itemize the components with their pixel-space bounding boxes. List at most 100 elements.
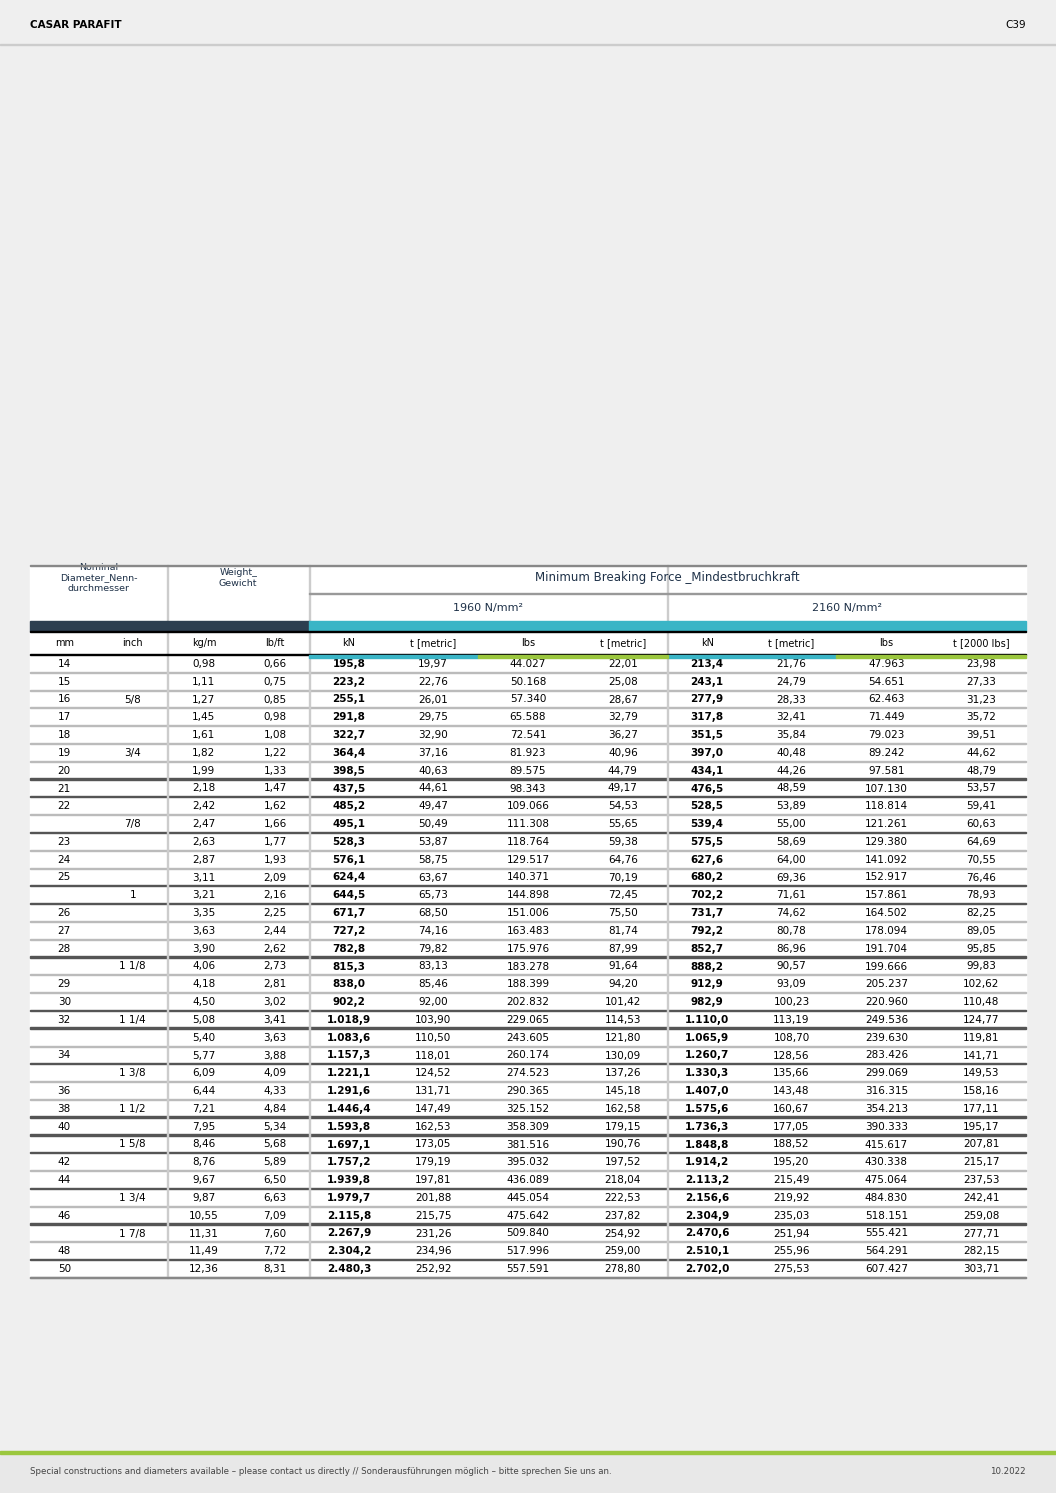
Text: 2,81: 2,81 [263,979,286,990]
Text: 8,31: 8,31 [263,1265,286,1274]
Text: 55,65: 55,65 [608,820,638,829]
Text: 28,67: 28,67 [608,694,638,705]
Bar [30,630,1026,632]
Text: 1.446,4: 1.446,4 [326,1103,371,1114]
Text: 539,4: 539,4 [691,820,723,829]
Text: 215,75: 215,75 [415,1211,451,1221]
Text: 249.536: 249.536 [865,1015,908,1024]
Text: inch: inch [122,638,143,648]
Text: 627,6: 627,6 [691,854,723,864]
Text: 354.213: 354.213 [865,1103,908,1114]
Text: 89,05: 89,05 [966,926,996,936]
Text: 0,98: 0,98 [264,712,286,723]
Text: mm: mm [55,638,74,648]
Text: 147,49: 147,49 [415,1103,451,1114]
Text: 70,19: 70,19 [608,872,638,882]
Text: 87,99: 87,99 [608,944,638,954]
Text: 5,77: 5,77 [192,1051,215,1060]
Text: 278,80: 278,80 [605,1265,641,1274]
Text: 35,84: 35,84 [776,730,807,741]
Text: CASAR PARAFIT: CASAR PARAFIT [30,19,121,30]
Text: 23: 23 [58,838,71,847]
Text: 44,26: 44,26 [776,766,807,776]
Text: 124,52: 124,52 [415,1069,451,1078]
Text: 517.996: 517.996 [507,1247,549,1256]
Text: 4,84: 4,84 [263,1103,286,1114]
Text: 141,71: 141,71 [963,1051,999,1060]
Bar [30,885,1026,887]
Bar [309,621,667,632]
Text: 7,09: 7,09 [264,1211,286,1221]
Bar [836,655,1026,657]
Text: 234,96: 234,96 [415,1247,451,1256]
Text: 1,11: 1,11 [192,676,215,687]
Text: 34: 34 [58,1051,71,1060]
Bar [309,593,1026,594]
Text: 93,09: 93,09 [776,979,807,990]
Text: 36,27: 36,27 [608,730,638,741]
Text: 58,69: 58,69 [776,838,807,847]
Bar [30,1009,1026,1011]
Text: Minimum Breaking Force _Mindestbruchkraft: Minimum Breaking Force _Mindestbruchkraf… [535,570,800,584]
Text: 1,61: 1,61 [192,730,215,741]
Text: 1.979,7: 1.979,7 [326,1193,371,1203]
Text: 5,08: 5,08 [192,1015,215,1024]
Text: 89.575: 89.575 [510,766,546,776]
Text: 255,96: 255,96 [773,1247,810,1256]
Text: t [metric]: t [metric] [410,638,456,648]
Text: 197,81: 197,81 [415,1175,451,1185]
Text: 351,5: 351,5 [691,730,723,741]
Text: 6,63: 6,63 [263,1193,286,1203]
Text: 50,49: 50,49 [418,820,448,829]
Text: 149,53: 149,53 [963,1069,999,1078]
Text: 2,42: 2,42 [192,802,215,811]
Text: 92,00: 92,00 [418,997,448,1008]
Text: 53,87: 53,87 [418,838,448,847]
Text: 44,62: 44,62 [966,748,996,758]
Text: 183.278: 183.278 [507,961,549,972]
Bar [30,1187,1026,1188]
Text: 564.291: 564.291 [865,1247,908,1256]
Text: 1.291,6: 1.291,6 [326,1085,371,1096]
Text: 23,98: 23,98 [966,658,996,669]
Text: 89.242: 89.242 [868,748,905,758]
Text: 103,90: 103,90 [415,1015,451,1024]
Text: 317,8: 317,8 [691,712,723,723]
Text: 260.174: 260.174 [507,1051,549,1060]
Text: 26,01: 26,01 [418,694,448,705]
Text: 163.483: 163.483 [507,926,549,936]
Text: 838,0: 838,0 [333,979,365,990]
Text: 46: 46 [58,1211,71,1221]
Bar [309,655,478,657]
Text: 10,55: 10,55 [189,1211,219,1221]
Bar [30,832,1026,833]
Text: 390.333: 390.333 [865,1121,908,1132]
Text: 252,92: 252,92 [415,1265,451,1274]
Text: 1.593,8: 1.593,8 [326,1121,371,1132]
Text: 143,48: 143,48 [773,1085,810,1096]
Text: 576,1: 576,1 [333,854,365,864]
Text: 39,51: 39,51 [966,730,996,741]
Text: 72,45: 72,45 [608,890,638,900]
Text: 64,00: 64,00 [776,854,807,864]
Text: 2.480,3: 2.480,3 [326,1265,371,1274]
Text: t [metric]: t [metric] [769,638,814,648]
Bar [30,903,1026,905]
Text: lbs: lbs [521,638,535,648]
Text: 1 3/8: 1 3/8 [119,1069,146,1078]
Text: 94,20: 94,20 [608,979,638,990]
Text: 160,67: 160,67 [773,1103,810,1114]
Text: 48,79: 48,79 [966,766,996,776]
Text: 6,50: 6,50 [264,1175,286,1185]
Text: 83,13: 83,13 [418,961,448,972]
Text: 75,50: 75,50 [608,908,638,918]
Bar [30,1223,1026,1224]
Bar [30,1027,1026,1029]
Text: 2.304,9: 2.304,9 [685,1211,730,1221]
Text: 107.130: 107.130 [865,784,908,793]
Text: 25,08: 25,08 [608,676,638,687]
Text: 4,09: 4,09 [264,1069,286,1078]
Text: 164.502: 164.502 [865,908,908,918]
Text: 243.605: 243.605 [507,1033,549,1042]
Bar [30,1277,1026,1278]
